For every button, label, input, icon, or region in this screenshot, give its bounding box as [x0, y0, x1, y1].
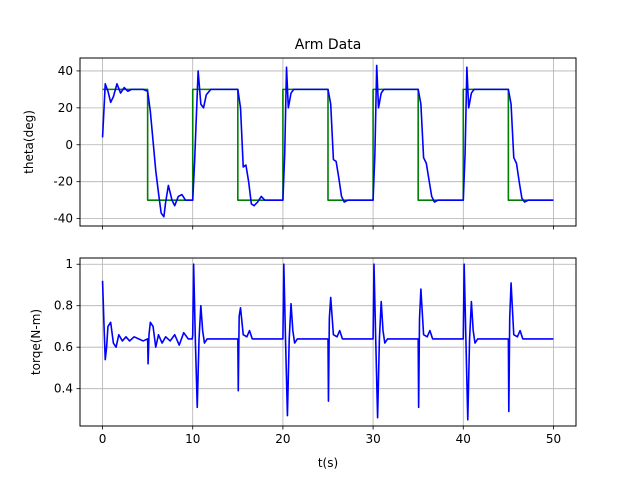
y-tick-label: 0.8 [54, 299, 73, 313]
theta-axes-frame [79, 57, 577, 227]
x-tick-label: 10 [185, 432, 200, 446]
setpoint-line [102, 88, 554, 201]
chart-title: Arm Data [295, 37, 362, 53]
torque-ticks: 0 10 20 30 40 50 0.4 0.6 0.8 1 [54, 257, 561, 446]
theta-series [101, 64, 554, 218]
y-tick-label: 0.4 [54, 382, 73, 396]
y-tick-label: -40 [53, 212, 73, 226]
time-xlabel: t(s) [318, 456, 338, 470]
y-tick-label: 0 [65, 138, 73, 152]
x-tick-label: 50 [546, 432, 561, 446]
response-line [101, 64, 554, 218]
y-tick-label: 40 [58, 64, 73, 78]
torque-axes-frame [79, 257, 577, 427]
torque-series [101, 263, 554, 421]
theta-ylabel: theta(deg) [22, 110, 36, 174]
y-tick-label: -20 [53, 175, 73, 189]
torque-ylabel: torqe(N-m) [29, 309, 43, 375]
y-tick-label: 20 [58, 101, 73, 115]
y-tick-label: 0.6 [54, 340, 73, 354]
x-tick-label: 40 [456, 432, 471, 446]
torque-panel: 0 10 20 30 40 50 0.4 0.6 0.8 1 torqe(N-m) t(s) [29, 257, 577, 470]
x-tick-label: 20 [275, 432, 290, 446]
x-tick-label: 0 [99, 432, 107, 446]
response-line [101, 263, 554, 421]
x-tick-label: 30 [365, 432, 380, 446]
theta-ticks: -40 -20 0 20 40 [53, 64, 554, 230]
y-tick-label: 1 [65, 257, 73, 271]
theta-panel: Arm Data -40 -20 0 20 40 theta(deg) [22, 37, 577, 230]
